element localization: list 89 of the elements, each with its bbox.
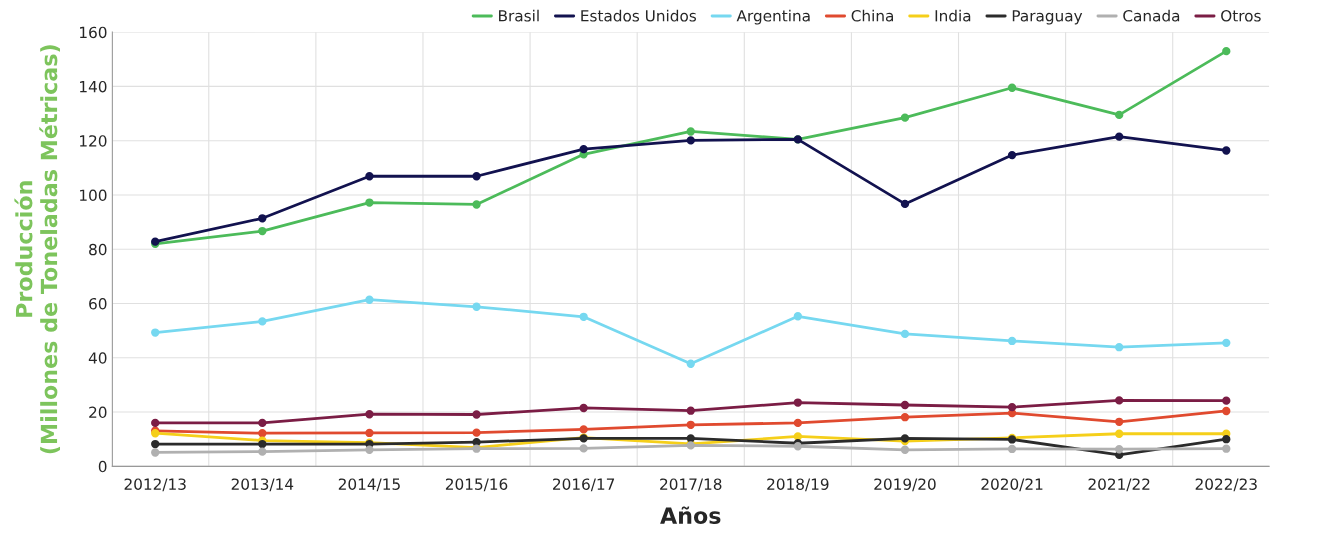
point xyxy=(1007,150,1017,160)
y-tick-label: 160 xyxy=(80,26,107,39)
point xyxy=(365,198,374,207)
point xyxy=(472,428,481,437)
point xyxy=(472,172,481,181)
point xyxy=(365,445,374,454)
legend-label: Brasil xyxy=(499,9,539,22)
point xyxy=(900,413,910,422)
x-tick-label: 2019/20 xyxy=(874,478,936,492)
legend-label: Estados Unidos xyxy=(581,9,697,22)
x-tick-label: 2013/14 xyxy=(231,478,294,492)
point xyxy=(686,136,695,145)
point xyxy=(472,200,481,209)
point xyxy=(151,439,160,449)
x-tick-label: 2015/16 xyxy=(445,478,508,492)
legend-label: Canada xyxy=(1123,9,1180,22)
point xyxy=(579,144,588,154)
point xyxy=(793,398,803,407)
point xyxy=(1115,445,1124,454)
x-tick-label: 2018/19 xyxy=(767,478,829,492)
x-tick-label: 2020/21 xyxy=(981,478,1043,492)
point xyxy=(258,418,267,428)
point xyxy=(258,317,267,326)
y-tick-label: 40 xyxy=(88,352,107,364)
point xyxy=(1007,403,1017,412)
point xyxy=(579,425,588,434)
legend-label: India xyxy=(935,9,971,22)
x-tick-label: 2014/15 xyxy=(338,478,400,492)
point xyxy=(472,302,481,311)
x-tick-label: 2016/17 xyxy=(553,478,615,492)
point xyxy=(1222,338,1231,348)
point xyxy=(793,312,803,321)
point xyxy=(151,328,160,337)
y-tick-label: 100 xyxy=(80,189,107,201)
point xyxy=(1222,406,1231,416)
point xyxy=(1115,417,1124,426)
point xyxy=(686,359,695,368)
point xyxy=(258,439,267,449)
point xyxy=(579,403,588,413)
y-tick-label: 80 xyxy=(89,243,107,256)
point xyxy=(365,428,374,438)
x-tick-label: 2017/18 xyxy=(660,478,722,492)
y-tick-label: 120 xyxy=(80,135,107,147)
legend-label: Argentina xyxy=(736,9,810,25)
point xyxy=(900,400,910,410)
point xyxy=(365,295,374,304)
point xyxy=(1115,110,1124,120)
point xyxy=(686,406,695,415)
point xyxy=(579,444,588,453)
y-tick-label: 140 xyxy=(80,80,107,93)
point xyxy=(258,214,267,223)
point xyxy=(1222,146,1231,155)
point xyxy=(686,420,695,429)
point xyxy=(365,172,374,181)
point xyxy=(151,418,160,428)
y-tick-label: 60 xyxy=(89,297,107,310)
point xyxy=(1222,46,1231,56)
point xyxy=(1007,83,1017,92)
point xyxy=(1007,336,1017,346)
point xyxy=(258,447,267,456)
x-tick-label: 2021/22 xyxy=(1088,478,1150,492)
x-axis-title: Años xyxy=(660,506,721,524)
point xyxy=(1115,396,1124,405)
point xyxy=(365,410,374,419)
point xyxy=(579,312,588,321)
point xyxy=(900,199,910,209)
x-tick-label: 2022/23 xyxy=(1195,478,1257,492)
point xyxy=(1115,343,1124,352)
point xyxy=(900,445,910,454)
y-tick-label: 0 xyxy=(98,460,107,473)
point xyxy=(793,418,803,428)
point xyxy=(1222,435,1231,444)
point xyxy=(258,226,267,236)
point xyxy=(1222,396,1231,405)
y-axis-title: Producción (Millones de Toneladas Métricas) xyxy=(14,45,60,454)
legend-label: Otros xyxy=(1221,10,1261,22)
point xyxy=(1222,444,1231,453)
x-tick-label: 2012/13 xyxy=(124,478,186,492)
point xyxy=(1007,444,1017,454)
point xyxy=(1115,132,1124,141)
point xyxy=(151,448,160,457)
legend-label: China xyxy=(851,9,893,22)
y-tick-label: 20 xyxy=(89,406,107,419)
legend-label: Paraguay xyxy=(1012,10,1083,25)
point xyxy=(686,127,695,136)
point xyxy=(900,113,910,122)
point xyxy=(900,329,910,339)
point xyxy=(1115,429,1124,438)
point xyxy=(258,429,267,438)
